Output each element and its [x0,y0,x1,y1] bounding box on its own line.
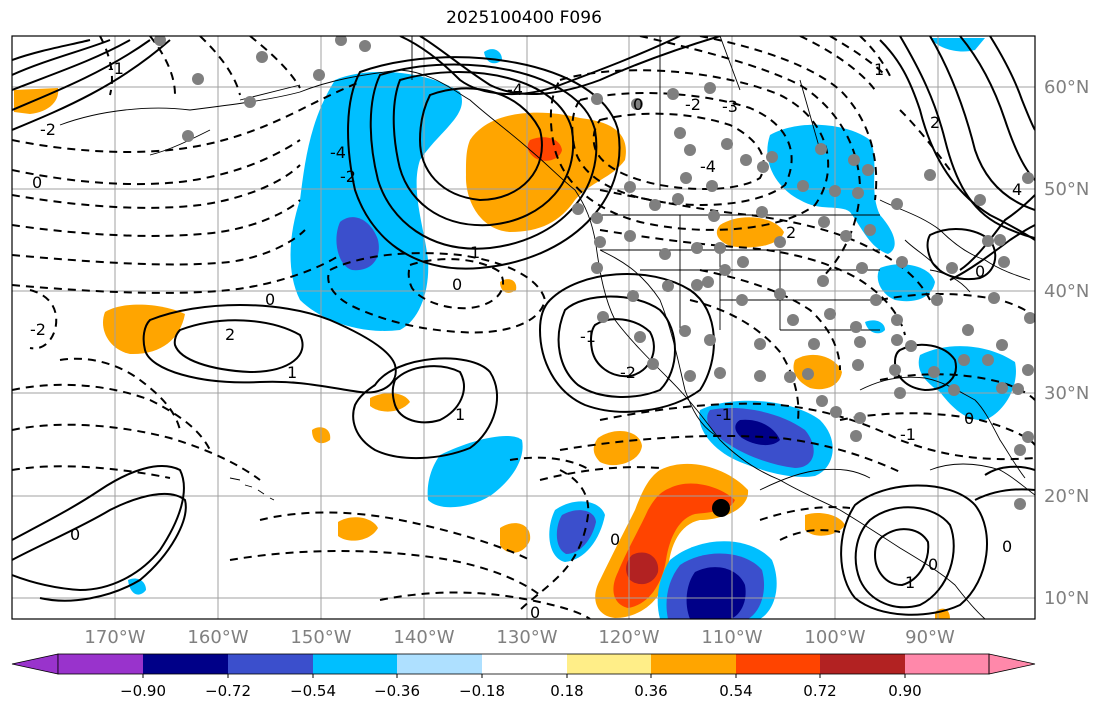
contour-label: 0 [633,95,643,114]
lat-label: 20°N [1044,486,1089,507]
fill-darkblue-mexico [735,419,780,446]
lat-label: 50°N [1044,179,1089,200]
lon-label: 100°W [804,627,865,648]
colorbar-segment [820,654,905,674]
fill-darkred-tongue [626,552,659,585]
contour-label: -2 [30,320,46,339]
contour-label: -3 [722,97,738,116]
storm-center-marker [712,499,730,517]
contour-label: 2 [786,223,796,242]
contour-label: -2 [40,120,56,139]
contour-label: 0 [32,173,42,192]
contour-label: -4 [507,80,523,99]
fill-blue-nepacific [336,217,379,271]
map-frame [11,35,1036,620]
colorbar-segment [651,654,736,674]
contour-label: -1 [900,425,916,444]
colorbar-extend-low [11,653,59,675]
contour-label: 1 [874,60,884,79]
contour-label: -1 [716,405,732,424]
contour-label: 0 [70,525,80,544]
fill-orange-west3 [370,393,410,412]
fill-orange-baja [593,431,642,466]
longitude-labels: 170°W 160°W 150°W 140°W 130°W 120°W 110°… [84,627,955,648]
lat-label: 30°N [1044,383,1089,404]
contour-label: 0 [610,530,620,549]
lon-label: 90°W [905,627,955,648]
colorbar-segment [397,654,482,674]
colorbar-tick-label: −0.54 [290,682,336,700]
contour-label: 0 [265,290,275,309]
contour-label: -2 [620,363,636,382]
contour-labels: -4 -4 -4 -2 -2 0 0 0 0 0 0 -2 2 1 -1 -1 … [30,59,1022,622]
fill-cyan-bottomleft [128,578,146,595]
contour-label: 1 [470,243,480,262]
lon-label: 110°W [701,627,762,648]
colorbar-tick-label: 0.36 [634,682,667,700]
contour-label: -2 [340,167,356,186]
colorbar-tick-label: 0.72 [803,682,836,700]
contour-label: -4 [700,157,716,176]
fill-orange-gulf [793,354,842,390]
negative-contours [12,36,1035,619]
colorbar-segment [736,654,820,674]
contour-label: 2 [225,325,235,344]
graticule [12,36,1035,619]
latitude-labels: 60°N 50°N 40°N 30°N 20°N 10°N [1044,77,1089,609]
fill-cyan-greatlakes [877,264,935,302]
lat-label: 60°N [1044,77,1089,98]
lon-label: 170°W [84,627,145,648]
contour-label: 1 [455,405,465,424]
fill-orange-bc [465,112,626,232]
lat-label: 40°N [1044,281,1089,302]
colorbar-extend-high [988,653,1036,675]
lon-label: 120°W [598,627,659,648]
lon-label: 130°W [496,627,557,648]
contour-label: -2 [685,95,701,114]
fill-orange-small2 [500,523,531,553]
contour-label: 1 [905,573,915,592]
colorbar-segment [567,654,651,674]
colorbar-segment [313,654,397,674]
map-title: 2025100400 F096 [446,8,602,28]
lon-label: 160°W [187,627,248,648]
station-dots [154,36,1035,510]
colorbar-tick-label: 0.18 [550,682,583,700]
fill-cyan-top [930,38,985,52]
fill-orange-west5 [338,517,378,541]
lon-label: 150°W [290,627,351,648]
colorbar-tick-label: −0.36 [374,682,420,700]
contour-label: -1 [580,327,596,346]
contour-label: 0 [452,275,462,294]
colorbar-tick-label: 0.90 [888,682,921,700]
colorbar-tick-label: −0.18 [459,682,505,700]
contours [12,36,1035,616]
contour-label: 1 [287,363,297,382]
contour-label: 4 [1012,180,1022,199]
colorbar-segment [143,654,228,674]
colorbar-tick-label: −0.72 [205,682,251,700]
lon-label: 140°W [393,627,454,648]
contour-label: 0 [928,555,938,574]
colorbar-segment [482,654,567,674]
colorbar-tick-label: −0.90 [120,682,166,700]
colorbar-segment [905,654,989,674]
colorbar-segment [228,654,313,674]
colorbar-segment [58,654,143,674]
contour-label: -4 [330,143,346,162]
colorbar: −0.90 −0.72 −0.54 −0.36 −0.18 0.18 0.36 … [11,653,1036,700]
contour-label: 0 [1002,537,1012,556]
contour-label: 0 [530,603,540,622]
contour-label: 0 [975,262,985,281]
contour-label: -1 [108,59,124,78]
contour-label: 2 [930,113,940,132]
lat-label: 10°N [1044,588,1089,609]
fill-darkblue-south [686,567,746,619]
contour-label: 0 [964,409,974,428]
colorbar-tick-label: 0.54 [719,682,752,700]
